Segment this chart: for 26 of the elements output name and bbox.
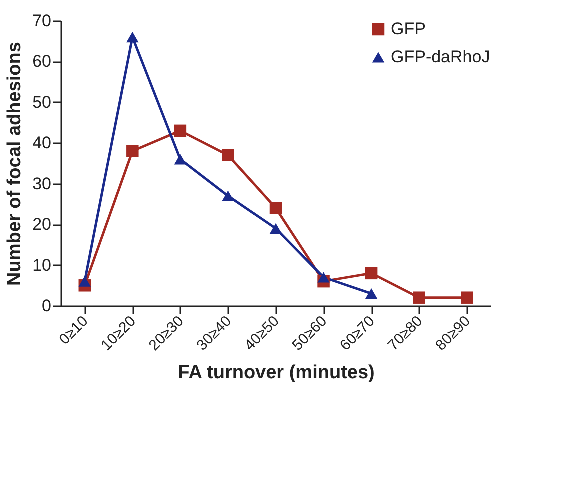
- point: [270, 223, 282, 234]
- y-tick-label: 30: [32, 174, 52, 194]
- point: [460, 292, 474, 304]
- y-tick-label: 0: [42, 296, 52, 316]
- y-tick-label: 70: [32, 12, 52, 30]
- point: [174, 154, 187, 165]
- point: [126, 145, 139, 158]
- y-tick-label: 40: [32, 134, 52, 153]
- legend-label: GFP: [391, 20, 426, 38]
- point: [270, 202, 282, 214]
- point: [78, 276, 92, 287]
- point: [222, 190, 234, 202]
- point: [365, 267, 378, 280]
- y-tick-label: 20: [32, 215, 52, 234]
- y-tick-label: 50: [32, 92, 52, 112]
- point: [413, 292, 426, 304]
- y-tick-label: 60: [32, 52, 52, 72]
- y-tick-label: 10: [32, 256, 52, 275]
- legend-label: GFP-daRhoJ: [391, 48, 490, 66]
- y-axis-title: Number of focal adhesions: [4, 42, 26, 286]
- point: [365, 288, 378, 300]
- point: [126, 32, 139, 43]
- point: [222, 149, 234, 162]
- x-axis-title: FA turnover (minutes): [178, 362, 375, 384]
- point: [174, 124, 187, 138]
- point: [318, 272, 330, 283]
